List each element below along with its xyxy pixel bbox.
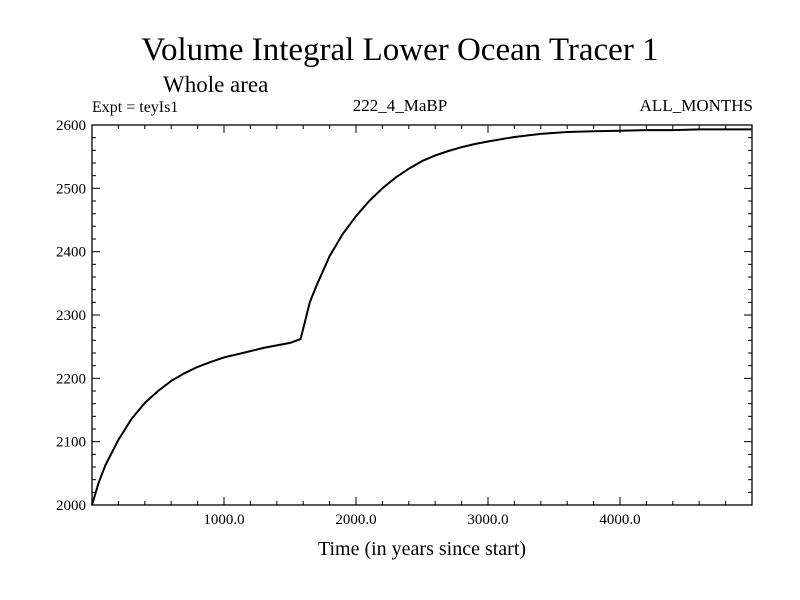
y-tick-label: 2400 [56,245,86,261]
x-tick-label: 2000.0 [335,512,376,528]
tick-marks [92,124,752,506]
x-axis-label: Time (in years since start) [317,538,527,560]
experiment-label: Expt = teyIs1 [92,99,179,116]
series-line [91,128,752,506]
y-tick-label: 2200 [56,371,86,387]
tick-labels: 2000 2100 2200 2300 2400 2500 2600 1000.0 2000.0… [56,118,641,528]
run-label: 222_4_MaBP [352,96,448,115]
y-tick-label: 2500 [56,181,86,197]
x-tick-label: 3000.0 [467,512,508,528]
y-tick-label: 2300 [56,308,86,324]
period-label: ALL_MONTHS [639,96,753,115]
series-lines [91,128,752,506]
chart-subtitle: Whole area [163,72,269,97]
y-tick-label: 2000 [56,498,86,514]
chart-title: Volume Integral Lower Ocean Tracer 1 [141,32,659,68]
plot-frame [91,124,753,506]
x-tick-label: 4000.0 [599,512,640,528]
y-tick-label: 2600 [56,118,86,134]
x-tick-label: 1000.0 [203,512,244,528]
y-tick-label: 2100 [56,435,86,451]
